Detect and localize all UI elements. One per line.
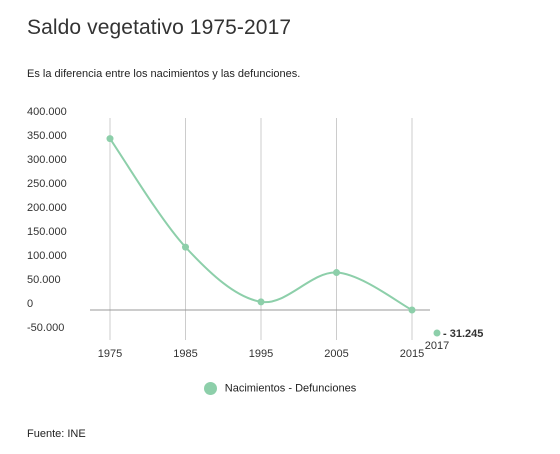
legend: Nacimientos - Defunciones [0, 382, 560, 395]
data-point-1975 [106, 135, 114, 143]
y-tick-label: 150.000 [27, 226, 67, 238]
series-points [106, 135, 416, 314]
y-tick-label: 300.000 [27, 154, 67, 166]
y-tick-label: 400.000 [27, 106, 67, 118]
legend-label: Nacimientos - Defunciones [224, 382, 357, 395]
y-tick-label: 50.000 [27, 274, 61, 286]
x-tick-label-2015: 2015 [400, 348, 424, 360]
y-tick-label: 100.000 [27, 250, 67, 262]
grid-lines [90, 118, 430, 340]
data-point-1995 [257, 298, 265, 306]
chart-subtitle: Es la diferencia entre los nacimientos y… [27, 68, 301, 80]
x-tick-label-1995: 1995 [249, 348, 273, 360]
x-tick-label-extra: 2017 [425, 340, 449, 352]
x-tick-label-1975: 1975 [98, 348, 122, 360]
data-point-2005 [333, 269, 340, 277]
y-tick-label: -50.000 [27, 322, 64, 334]
data-point-1985 [182, 243, 189, 251]
source-note: Fuente: INE [27, 428, 86, 440]
y-tick-label: 250.000 [27, 178, 67, 190]
legend-swatch [203, 382, 217, 395]
x-tick-label-1985: 1985 [173, 348, 197, 360]
data-point-2015 [408, 306, 416, 314]
annotations: - 31.245 [433, 328, 483, 340]
data-point-2017 [433, 329, 441, 337]
y-tick-label: 200.000 [27, 202, 67, 214]
x-tick-label-2005: 2005 [324, 348, 348, 360]
y-axis-ticks: 400.000 350.000 300.000 250.000 200.000 150.0… [27, 106, 67, 334]
chart-title: Saldo vegetativo 1975-2017 [27, 16, 292, 39]
annotation-label: - 31.245 [443, 328, 483, 340]
y-tick-label: 0 [27, 298, 33, 310]
y-tick-label: 350.000 [27, 130, 67, 142]
